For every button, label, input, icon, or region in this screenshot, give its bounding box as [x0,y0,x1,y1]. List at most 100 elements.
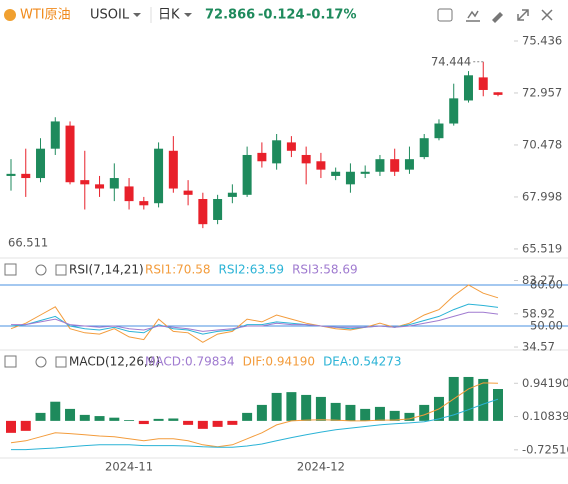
candle-body [316,161,326,170]
macd-bar [256,404,267,421]
candle-body [434,123,444,139]
macd-bar [419,404,430,421]
candle-body [95,184,105,189]
candle-body [227,192,237,197]
macd-bar [374,406,385,421]
macd-header: MACD(12,26,9) [4,355,160,369]
tool-button[interactable] [492,12,503,23]
legend-entry: MACD:0.79834 [145,355,235,369]
macd-bar [271,392,282,421]
legend-entry: DIF:0.94190 [243,355,315,369]
macd-bar [153,418,164,421]
series-line [11,398,499,451]
max-label: 74.444 [431,54,471,68]
y-tick-label: 72.957 [522,85,562,99]
tool-button[interactable] [466,10,480,22]
y-tick-label: 70.478 [522,137,562,151]
macd-bar [212,420,223,427]
candle-body [183,190,193,195]
candle-body [493,92,503,95]
dropdown-arrow[interactable] [133,13,141,17]
candle-body [109,178,119,189]
macd-bar [94,416,105,421]
tool-button[interactable] [541,9,553,21]
macd-bar [109,417,120,421]
settings-icon[interactable] [35,356,47,368]
macd-bar [404,412,415,421]
macd-bar [6,420,16,433]
candle-body [419,138,429,158]
candle-body [375,159,385,172]
price: 72.866 [205,8,255,23]
symbol-title: WTI原油 [20,8,71,23]
rsi-header: RSI(7,14,21) [4,263,144,277]
min-label: 66.511 [8,236,48,250]
candle-body [168,150,178,189]
checkbox[interactable] [55,264,67,276]
hide-icon[interactable] [4,263,17,276]
macd-bar [124,420,135,421]
candle-body [213,199,223,220]
candle-body [21,173,31,179]
legend-entry: RSI1:70.58 [145,263,211,277]
y-tick-label: 75.436 [522,33,562,47]
macd-bar [330,402,341,421]
candle-body [257,152,267,162]
candle-body [345,171,355,185]
macd-bar [20,420,31,431]
candle-body [449,98,459,124]
hide-icon[interactable] [4,355,17,368]
candle-body [65,125,75,183]
tool-button[interactable] [437,8,453,22]
series-line [10,303,499,335]
macd-bar [50,401,61,421]
y-tick-label: 0.94190 [522,376,568,390]
macd-bar [138,420,149,425]
change-percent: -0.17% [306,8,357,23]
macd-bar [227,420,238,425]
series-line [10,382,499,448]
macd-bar [463,376,474,421]
symbol-icon [4,9,16,21]
y-tick-label: 34.57 [522,340,555,354]
x-tick-label: 2024-11 [105,460,153,474]
candle-body [124,186,134,202]
macd-bar [301,394,312,421]
symbol-code[interactable]: USOIL [90,8,130,23]
y-tick-label: -0.72516 [522,442,568,456]
candle-body [390,159,400,172]
candle-body [301,154,311,164]
y-tick-label: 0.10839 [522,409,568,423]
macd-bar [286,392,297,421]
macd-bar [168,418,179,421]
macd-bar [493,389,503,421]
macd-bar [478,378,489,421]
tool-button[interactable] [517,9,529,21]
candle-body [360,171,370,174]
macd-bar [79,414,90,421]
settings-icon[interactable] [35,264,47,276]
y-tick-label: 58.92 [522,306,555,320]
candle-body [272,140,282,164]
macd-bar [197,420,208,429]
x-tick-label: 2024-12 [297,460,345,474]
candle-body [286,142,296,151]
reference-label: 80.00 [530,277,563,291]
y-tick-label: 65.519 [522,241,562,255]
candle-body [331,171,341,176]
macd-bar [360,408,371,421]
candle-body [139,201,149,206]
candle-body [80,180,90,185]
macd-bar [183,420,194,425]
y-tick-label: 83.27 [522,273,555,287]
candle-body [463,75,473,101]
candle-body [36,148,46,179]
period[interactable]: 日K [158,8,180,23]
series-line [10,284,499,343]
checkbox[interactable] [55,356,67,368]
candle-body [50,121,60,149]
candle-body [198,199,208,225]
macd-bar [35,412,46,421]
dropdown-arrow[interactable] [184,13,192,17]
